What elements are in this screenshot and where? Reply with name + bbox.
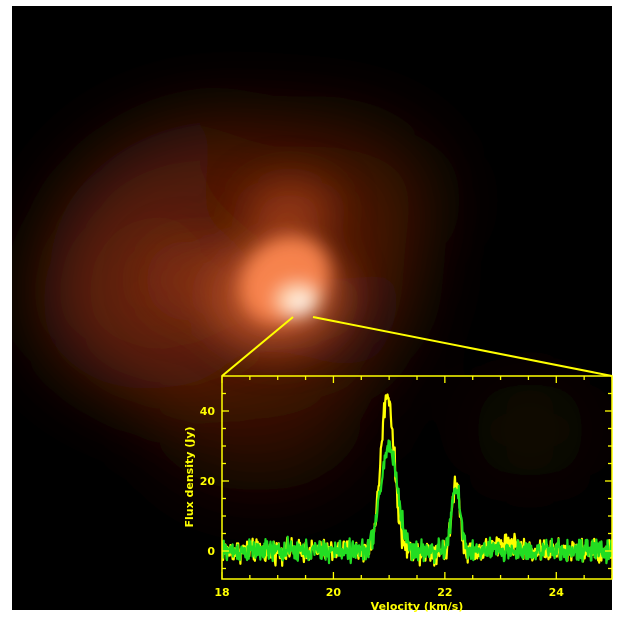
x-tick-label-20: 20 — [326, 586, 342, 599]
y-tick-label-40: 40 — [200, 405, 216, 418]
x-tick-label-22: 22 — [437, 586, 452, 599]
zoom-connector-right — [312, 316, 613, 377]
x-tick-label-18: 18 — [214, 586, 229, 599]
spectrum-inset: 18 20 22 24 0 20 40 Velocity (km/s) Flux densi… — [183, 375, 613, 613]
y-tick-label-20: 20 — [200, 475, 216, 488]
y-tick-label-0: 0 — [207, 545, 215, 558]
nebula-image — [12, 6, 612, 610]
plot-ticks: 18 20 22 24 0 20 40 — [200, 376, 613, 599]
x-axis-label: Velocity (km/s) — [371, 600, 464, 613]
y-axis-label: Flux density (Jy) — [183, 426, 196, 527]
nebula-core — [240, 236, 330, 324]
spectrum-series — [222, 393, 612, 567]
zoom-connector-left — [221, 316, 294, 377]
series-line-2 — [222, 439, 612, 565]
x-tick-label-24: 24 — [549, 586, 565, 599]
